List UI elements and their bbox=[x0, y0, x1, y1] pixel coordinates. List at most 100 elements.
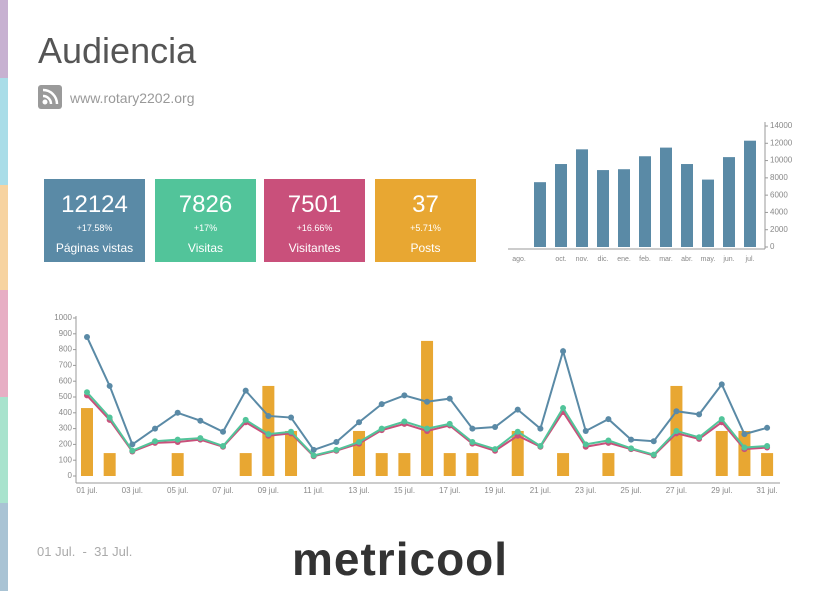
point bbox=[673, 427, 680, 434]
x-tick-label: feb. bbox=[639, 256, 651, 263]
point bbox=[378, 425, 385, 432]
strip bbox=[0, 185, 8, 290]
kpi-label: Posts bbox=[410, 241, 441, 255]
kpi-value: 37 bbox=[412, 191, 439, 218]
bar bbox=[681, 164, 693, 247]
y-tick-label: 8000 bbox=[770, 173, 788, 182]
point bbox=[446, 420, 453, 427]
point bbox=[106, 414, 113, 421]
y-tick-label: 0 bbox=[770, 242, 775, 251]
point bbox=[333, 446, 340, 453]
x-tick-label: 05 jul. bbox=[167, 486, 188, 495]
kpi-card: 7501 +16.66% Visitantes bbox=[264, 179, 365, 262]
point bbox=[492, 424, 499, 431]
bar bbox=[576, 149, 588, 247]
bar bbox=[744, 140, 756, 247]
kpi-value: 12124 bbox=[61, 191, 128, 218]
point bbox=[469, 439, 476, 446]
point bbox=[560, 405, 567, 412]
y-tick-label: 1000 bbox=[54, 313, 72, 322]
y-tick-label: 300 bbox=[59, 424, 73, 433]
point bbox=[424, 398, 431, 405]
point bbox=[514, 428, 521, 435]
x-tick-label: 11 jul. bbox=[303, 486, 324, 495]
bar bbox=[466, 453, 479, 476]
point bbox=[696, 411, 703, 418]
bar bbox=[353, 430, 366, 476]
x-tick-label: jun. bbox=[722, 256, 734, 263]
point bbox=[718, 381, 725, 388]
site-url: www.rotary2202.org bbox=[70, 90, 195, 106]
bar bbox=[715, 430, 728, 476]
point bbox=[605, 416, 612, 423]
x-tick-label: 03 jul. bbox=[122, 486, 143, 495]
kpi-change: +17.58% bbox=[76, 223, 113, 233]
strip bbox=[0, 0, 8, 78]
bar bbox=[723, 157, 735, 247]
x-tick-label: ago. bbox=[512, 256, 526, 263]
point bbox=[582, 441, 589, 448]
kpi-label: Visitas bbox=[187, 241, 224, 255]
point bbox=[174, 409, 181, 416]
point bbox=[310, 452, 317, 459]
bar bbox=[239, 453, 252, 476]
kpi-card: 12124 +17.58% Páginas vistas bbox=[44, 179, 145, 262]
kpi-value: 7826 bbox=[178, 191, 233, 218]
point bbox=[356, 419, 363, 426]
strip bbox=[0, 503, 8, 591]
x-tick-label: oct. bbox=[555, 256, 566, 263]
y-tick-label: 14000 bbox=[770, 121, 793, 130]
point bbox=[650, 438, 657, 445]
kpi-card: 7826 +17% Visitas bbox=[155, 179, 256, 262]
title: Audiencia bbox=[38, 30, 197, 71]
point bbox=[401, 392, 408, 399]
x-tick-label: dic. bbox=[598, 256, 609, 263]
point bbox=[152, 438, 159, 445]
y-tick-label: 900 bbox=[59, 329, 73, 338]
y-tick-label: 4000 bbox=[770, 208, 788, 217]
date-range: 01 Jul. - 31 Jul. bbox=[37, 544, 133, 559]
x-tick-label: 21 jul. bbox=[530, 486, 551, 495]
kpi-value: 7501 bbox=[287, 191, 342, 218]
point bbox=[378, 401, 385, 408]
strip bbox=[0, 78, 8, 185]
y-tick-label: 200 bbox=[59, 440, 73, 449]
bar bbox=[557, 453, 570, 476]
bar bbox=[443, 453, 456, 476]
bar bbox=[702, 179, 714, 247]
point bbox=[560, 348, 567, 355]
y-tick-label: 100 bbox=[59, 455, 73, 464]
x-tick-label: 25 jul. bbox=[620, 486, 641, 495]
bar bbox=[285, 430, 298, 476]
x-tick-label: mar. bbox=[659, 256, 673, 263]
rss-icon bbox=[38, 85, 62, 109]
y-tick-label: 2000 bbox=[770, 225, 788, 234]
point bbox=[650, 451, 657, 458]
point bbox=[469, 425, 476, 432]
x-tick-label: 19 jul. bbox=[484, 486, 505, 495]
point bbox=[197, 435, 204, 442]
point bbox=[288, 428, 295, 435]
bar bbox=[171, 453, 184, 476]
bar bbox=[534, 182, 546, 247]
rss-glyph bbox=[42, 88, 59, 105]
kpi-label: Páginas vistas bbox=[55, 241, 134, 255]
y-tick-label: 10000 bbox=[770, 156, 793, 165]
x-tick-label: 07 jul. bbox=[212, 486, 233, 495]
y-tick-label: 6000 bbox=[770, 190, 788, 199]
x-tick-label: 23 jul. bbox=[575, 486, 596, 495]
bar bbox=[421, 340, 434, 476]
bar bbox=[761, 453, 774, 476]
x-tick-label: ene. bbox=[617, 256, 631, 263]
x-tick-label: 29 jul. bbox=[711, 486, 732, 495]
point bbox=[220, 428, 227, 435]
y-tick-label: 400 bbox=[59, 408, 73, 417]
point bbox=[333, 439, 340, 446]
logo: metricool bbox=[292, 533, 509, 585]
point bbox=[492, 446, 499, 453]
point bbox=[84, 389, 90, 396]
x-tick-label: 13 jul. bbox=[348, 486, 369, 495]
x-tick-label: 27 jul. bbox=[666, 486, 687, 495]
bar bbox=[81, 408, 93, 476]
point bbox=[265, 412, 272, 419]
